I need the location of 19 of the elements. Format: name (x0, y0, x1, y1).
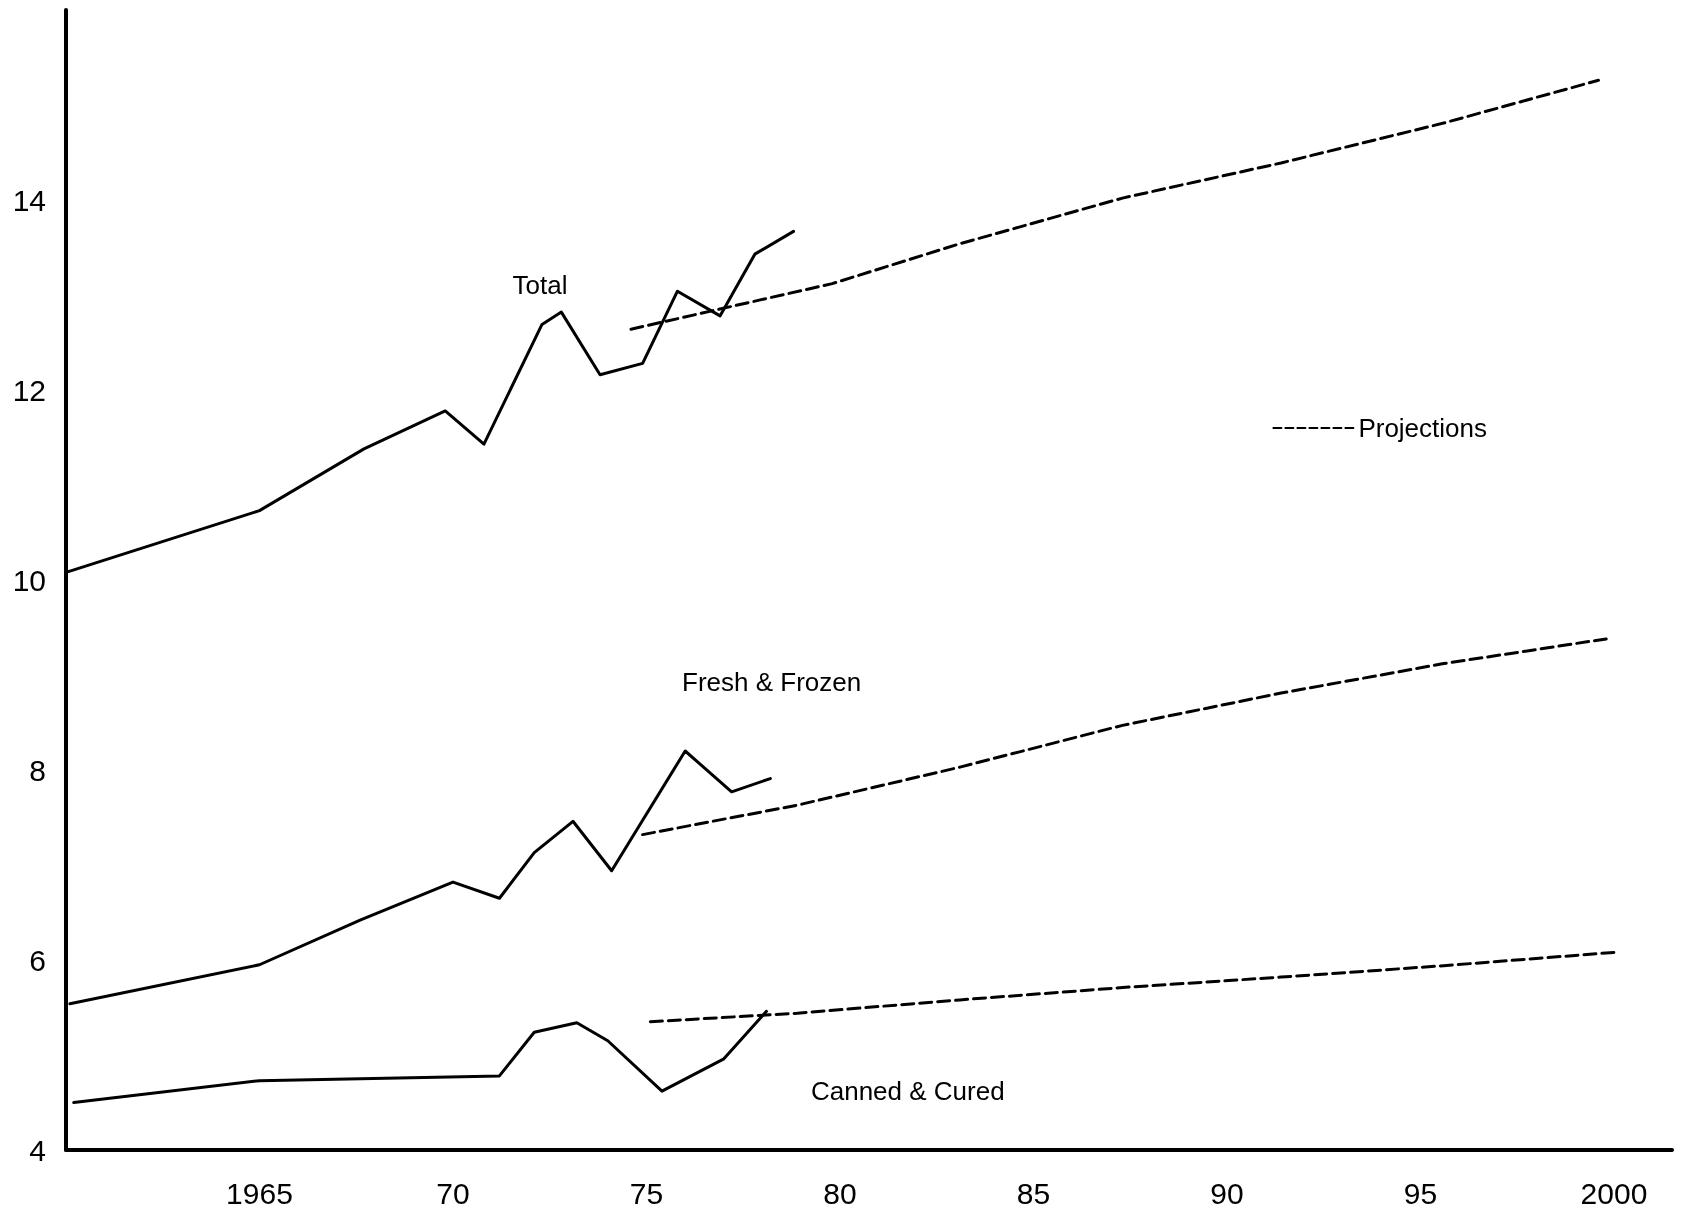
line-series (641, 637, 1608, 837)
x-tick-label: 85 (1016, 1176, 1051, 1210)
y-tick-label: 12 (12, 373, 46, 407)
x-tick-label: 2000 (1580, 1176, 1648, 1210)
x-tick-label: 75 (629, 1176, 664, 1210)
x-tick-label: 70 (436, 1176, 470, 1210)
text: Fresh & Frozen (682, 666, 862, 697)
y-tick-label: 10 (12, 563, 46, 597)
y-tick-label: 14 (12, 183, 46, 217)
text: Canned & Cured (810, 1075, 1005, 1106)
y-tick-label: 4 (29, 1133, 46, 1167)
y-tick-label: 6 (29, 943, 46, 977)
series-label: Total (512, 269, 568, 300)
x-tick-label: 1965 (226, 1176, 293, 1210)
x-tick-label: 80 (823, 1176, 857, 1210)
y-tick-label: 8 (29, 753, 46, 787)
x-tick-label: 95 (1403, 1176, 1438, 1210)
x-tick-label: 90 (1210, 1176, 1244, 1210)
legend-label: Projections (1358, 413, 1488, 443)
